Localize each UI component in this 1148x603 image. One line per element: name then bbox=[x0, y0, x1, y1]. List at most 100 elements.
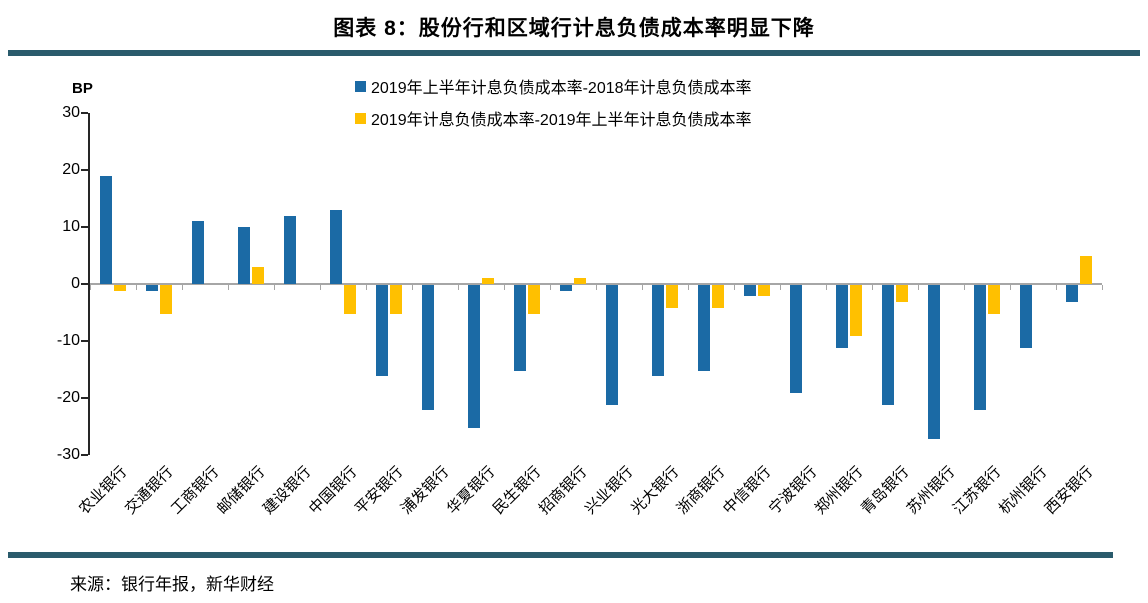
x-axis-category-label: 浙商银行 bbox=[673, 463, 729, 518]
y-axis-tick-label: -30 bbox=[56, 446, 80, 463]
chart-legend: 2019年上半年计息负债成本率-2018年计息负债成本率 2019年计息负债成本… bbox=[355, 70, 752, 134]
bar-series2 bbox=[528, 285, 540, 314]
x-axis-tick bbox=[458, 285, 459, 290]
x-axis-zero-line bbox=[90, 283, 1102, 285]
x-axis-tick bbox=[274, 285, 275, 290]
bar-series2 bbox=[344, 285, 356, 314]
legend-label-series1: 2019年上半年计息负债成本率-2018年计息负债成本率 bbox=[371, 80, 752, 97]
x-axis-category-label: 农业银行 bbox=[75, 463, 131, 518]
bar-series1 bbox=[836, 285, 848, 348]
x-axis-tick bbox=[1056, 285, 1057, 290]
bar-series1 bbox=[1066, 285, 1078, 303]
legend-item-series2: 2019年计息负债成本率-2019年上半年计息负债成本率 bbox=[355, 102, 752, 134]
x-axis-category-label: 平安银行 bbox=[351, 463, 407, 518]
x-axis-category-label: 兴业银行 bbox=[581, 463, 637, 518]
x-axis-tick bbox=[688, 285, 689, 290]
x-axis-tick bbox=[90, 285, 91, 290]
bar-series1 bbox=[514, 285, 526, 371]
bar-series2 bbox=[850, 285, 862, 337]
y-axis-tick bbox=[81, 454, 88, 456]
x-axis-category-label: 招商银行 bbox=[535, 463, 591, 518]
bar-series1 bbox=[1020, 285, 1032, 348]
bar-series1 bbox=[698, 285, 710, 371]
bar-series1 bbox=[422, 285, 434, 411]
x-axis-tick bbox=[964, 285, 965, 290]
x-axis-category-label: 江苏银行 bbox=[949, 463, 1005, 518]
x-axis-category-label: 郑州银行 bbox=[811, 463, 867, 518]
x-axis-category-label: 邮储银行 bbox=[213, 463, 269, 518]
x-axis-tick bbox=[228, 285, 229, 290]
y-axis-line bbox=[88, 113, 90, 455]
x-axis-tick bbox=[366, 285, 367, 290]
x-axis-tick bbox=[550, 285, 551, 290]
x-axis-tick bbox=[596, 285, 597, 290]
x-axis-tick bbox=[734, 285, 735, 290]
y-axis-tick bbox=[81, 169, 88, 171]
x-axis-tick bbox=[504, 285, 505, 290]
x-axis-category-label: 建设银行 bbox=[259, 463, 315, 518]
legend-swatch-yellow bbox=[355, 112, 366, 124]
y-axis-tick-label: 20 bbox=[62, 161, 80, 178]
legend-swatch-blue bbox=[355, 80, 366, 92]
footer-divider-rule bbox=[8, 552, 1113, 558]
y-axis-tick bbox=[81, 226, 88, 228]
bar-series1 bbox=[928, 285, 940, 439]
bar-series2 bbox=[758, 285, 770, 297]
bar-series1 bbox=[192, 221, 204, 284]
bar-series2 bbox=[1080, 255, 1092, 284]
y-axis-tick-label: -10 bbox=[56, 332, 80, 349]
bar-series1 bbox=[330, 209, 342, 284]
legend-label-series2: 2019年计息负债成本率-2019年上半年计息负债成本率 bbox=[371, 112, 752, 129]
x-axis-tick bbox=[918, 285, 919, 290]
y-axis-tick bbox=[81, 340, 88, 342]
y-axis-unit-label: BP bbox=[72, 80, 93, 97]
x-axis-category-label: 光大银行 bbox=[627, 463, 683, 518]
x-axis-category-label: 西安银行 bbox=[1041, 463, 1097, 518]
bar-series2 bbox=[160, 285, 172, 314]
bar-series1 bbox=[238, 227, 250, 284]
x-axis-tick bbox=[412, 285, 413, 290]
legend-item-series1: 2019年上半年计息负债成本率-2018年计息负债成本率 bbox=[355, 70, 752, 102]
bar-series2 bbox=[390, 285, 402, 314]
bar-series2 bbox=[252, 266, 264, 284]
x-axis-tick bbox=[320, 285, 321, 290]
bar-series2 bbox=[712, 285, 724, 308]
x-axis-category-label: 华夏银行 bbox=[443, 463, 499, 518]
bar-series2 bbox=[896, 285, 908, 303]
x-axis-tick bbox=[642, 285, 643, 290]
x-axis-category-label: 交通银行 bbox=[121, 463, 177, 518]
x-axis-category-label: 杭州银行 bbox=[995, 463, 1051, 518]
bar-series2 bbox=[988, 285, 1000, 314]
x-axis-tick bbox=[872, 285, 873, 290]
bar-series1 bbox=[790, 285, 802, 394]
y-axis-tick-label: 10 bbox=[62, 218, 80, 235]
chart-title: 图表 8：股份行和区域行计息负债成本率明显下降 bbox=[333, 17, 815, 40]
bar-series2 bbox=[114, 285, 126, 291]
bar-series1 bbox=[284, 215, 296, 284]
x-axis-tick bbox=[1010, 285, 1011, 290]
x-axis-category-label: 青岛银行 bbox=[857, 463, 913, 518]
bar-series1 bbox=[146, 285, 158, 291]
bar-series1 bbox=[882, 285, 894, 405]
x-axis-category-label: 中国银行 bbox=[305, 463, 361, 518]
bar-series1 bbox=[606, 285, 618, 405]
x-axis-tick bbox=[182, 285, 183, 290]
bar-series1 bbox=[560, 285, 572, 291]
title-divider-rule bbox=[8, 50, 1140, 56]
x-axis-category-label: 民生银行 bbox=[489, 463, 545, 518]
x-axis-tick bbox=[1102, 285, 1103, 290]
bar-series1 bbox=[652, 285, 664, 377]
x-axis-tick bbox=[826, 285, 827, 290]
y-axis-tick-label: -20 bbox=[56, 389, 80, 406]
x-axis-category-label: 中信银行 bbox=[719, 463, 775, 518]
y-axis-tick bbox=[81, 397, 88, 399]
source-note: 来源：银行年报，新华财经 bbox=[70, 575, 274, 594]
bar-series2 bbox=[574, 278, 586, 284]
x-axis-category-label: 苏州银行 bbox=[903, 463, 959, 518]
bar-series1 bbox=[744, 285, 756, 297]
bar-series1 bbox=[100, 175, 112, 284]
x-axis-tick bbox=[780, 285, 781, 290]
bar-series1 bbox=[974, 285, 986, 411]
x-axis-tick bbox=[136, 285, 137, 290]
